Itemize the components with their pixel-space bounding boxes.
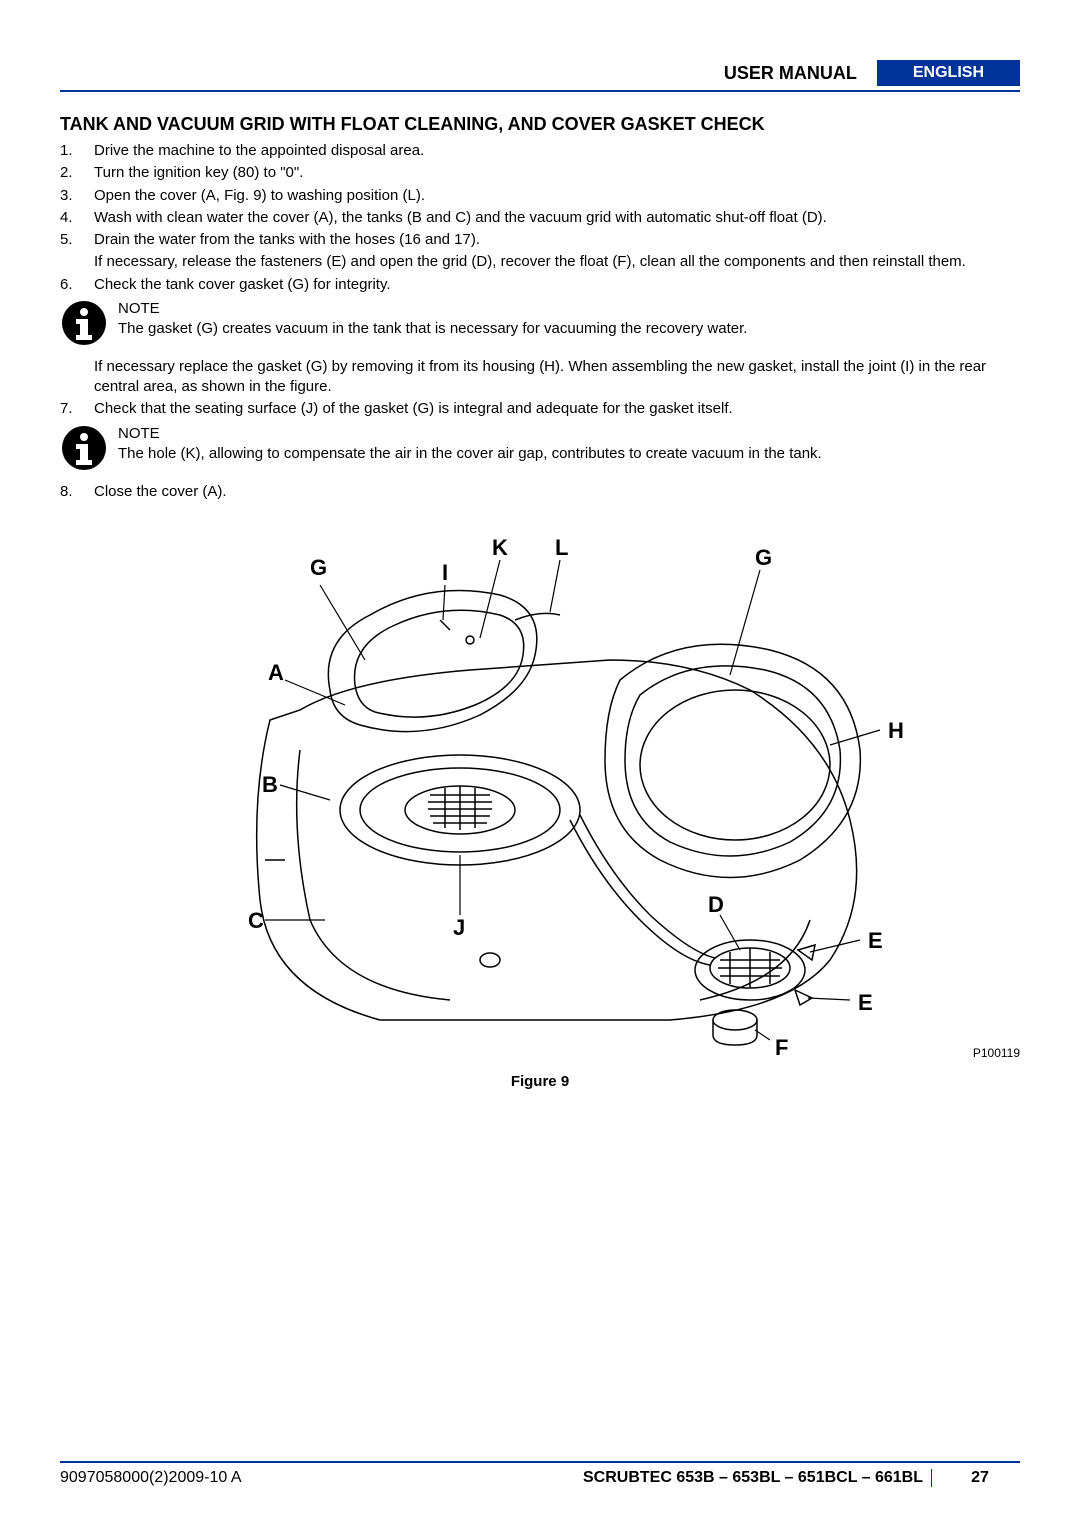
step-number: 2. (60, 163, 94, 183)
note-label: NOTE (118, 299, 1020, 319)
step-text: Turn the ignition key (80) to "0". (94, 163, 1020, 183)
language-badge: ENGLISH (877, 60, 1020, 86)
footer-model: SCRUBTEC 653B – 653BL – 651BCL – 661BL (583, 1469, 923, 1487)
step-item: 5. Drain the water from the tanks with t… (60, 230, 1020, 250)
step-item: 4. Wash with clean water the cover (A), … (60, 208, 1020, 228)
step-text: Wash with clean water the cover (A), the… (94, 208, 1020, 228)
footer-page-number: 27 (940, 1469, 1020, 1487)
step-number: 1. (60, 141, 94, 161)
step-item: 6. Check the tank cover gasket (G) for i… (60, 275, 1020, 295)
step-text: Close the cover (A). (94, 482, 1020, 502)
figure-diagram: G A B C J I K L G H D E E F (150, 520, 930, 1060)
footer-doc-number: 9097058000(2)2009-10 A (60, 1469, 242, 1487)
figure-container: G A B C J I K L G H D E E F P100119 Figu… (60, 520, 1020, 1090)
procedure-steps-continued: 8. Close the cover (A). (60, 482, 1020, 502)
step-continuation: If necessary, release the fasteners (E) … (94, 252, 1020, 272)
figure-label-f: F (775, 1035, 788, 1060)
step-text: Drain the water from the tanks with the … (94, 230, 1020, 250)
note-content: NOTE The hole (K), allowing to compensat… (118, 424, 1020, 465)
note-block: NOTE The hole (K), allowing to compensat… (60, 424, 1020, 472)
figure-part-number: P100119 (973, 1046, 1020, 1060)
step-item: 3. Open the cover (A, Fig. 9) to washing… (60, 186, 1020, 206)
page-header: USER MANUAL ENGLISH (60, 60, 1020, 92)
section-title: TANK AND VACUUM GRID WITH FLOAT CLEANING… (60, 114, 1020, 135)
figure-label-k: K (492, 535, 508, 560)
step-text: Open the cover (A, Fig. 9) to washing po… (94, 186, 1020, 206)
note-text: The gasket (G) creates vacuum in the tan… (118, 319, 1020, 339)
figure-label-g1: G (310, 555, 327, 580)
note-followup: If necessary replace the gasket (G) by r… (94, 357, 1020, 398)
info-icon (60, 299, 108, 347)
step-number: 5. (60, 230, 94, 250)
step-number: 7. (60, 399, 94, 419)
figure-label-a: A (268, 660, 284, 685)
step-number: 6. (60, 275, 94, 295)
step-item: 2. Turn the ignition key (80) to "0". (60, 163, 1020, 183)
step-text: Drive the machine to the appointed dispo… (94, 141, 1020, 161)
step-item: 8. Close the cover (A). (60, 482, 1020, 502)
page-footer: 9097058000(2)2009-10 A SCRUBTEC 653B – 6… (60, 1461, 1020, 1487)
figure-label-e1: E (868, 928, 883, 953)
figure-label-b: B (262, 772, 278, 797)
figure-label-g2: G (755, 545, 772, 570)
info-icon (60, 424, 108, 472)
step-number: 8. (60, 482, 94, 502)
procedure-steps-continued: 6. Check the tank cover gasket (G) for i… (60, 275, 1020, 295)
note-text: The hole (K), allowing to compensate the… (118, 444, 1020, 464)
note-content: NOTE The gasket (G) creates vacuum in th… (118, 299, 1020, 340)
step-number: 4. (60, 208, 94, 228)
figure-label-e2: E (858, 990, 873, 1015)
figure-label-l: L (555, 535, 568, 560)
figure-label-i: I (442, 560, 448, 585)
step-item: 7. Check that the seating surface (J) of… (60, 399, 1020, 419)
note-block: NOTE The gasket (G) creates vacuum in th… (60, 299, 1020, 347)
manual-label: USER MANUAL (724, 63, 857, 84)
step-item: 1. Drive the machine to the appointed di… (60, 141, 1020, 161)
footer-divider (931, 1469, 932, 1487)
figure-label-c: C (248, 908, 264, 933)
note-label: NOTE (118, 424, 1020, 444)
figure-label-j: J (453, 915, 465, 940)
figure-label-h: H (888, 718, 904, 743)
procedure-steps-continued: 7. Check that the seating surface (J) of… (60, 399, 1020, 419)
step-text: Check that the seating surface (J) of th… (94, 399, 1020, 419)
procedure-steps: 1. Drive the machine to the appointed di… (60, 141, 1020, 250)
step-text: Check the tank cover gasket (G) for inte… (94, 275, 1020, 295)
figure-caption: Figure 9 (60, 1073, 1020, 1090)
figure-label-d: D (708, 892, 724, 917)
step-number: 3. (60, 186, 94, 206)
